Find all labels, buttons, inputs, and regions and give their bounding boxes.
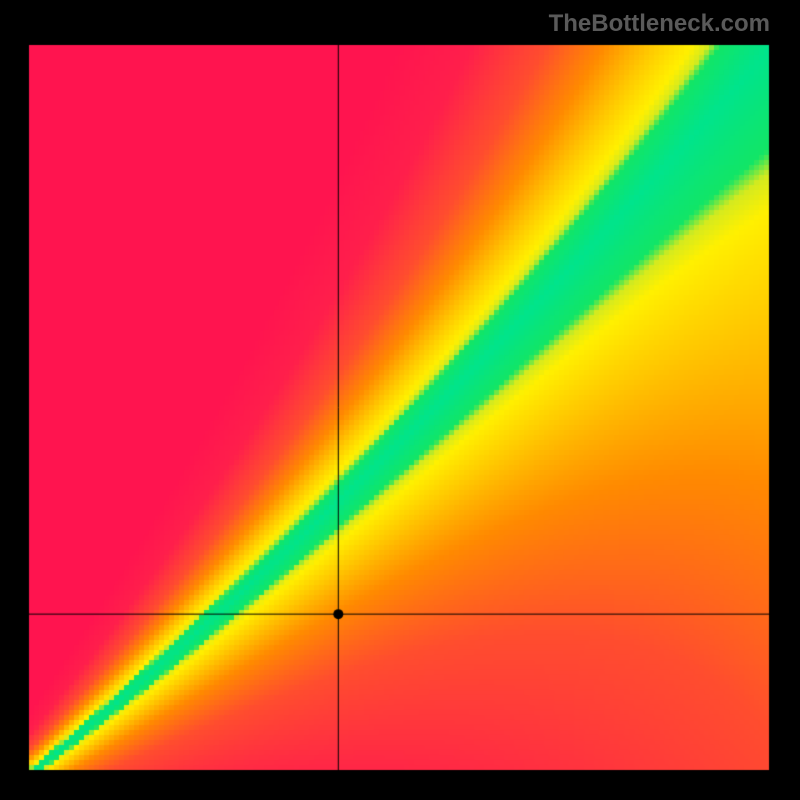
chart-container: TheBottleneck.com bbox=[0, 0, 800, 800]
bottleneck-heatmap bbox=[0, 0, 800, 800]
watermark-text: TheBottleneck.com bbox=[549, 10, 770, 38]
